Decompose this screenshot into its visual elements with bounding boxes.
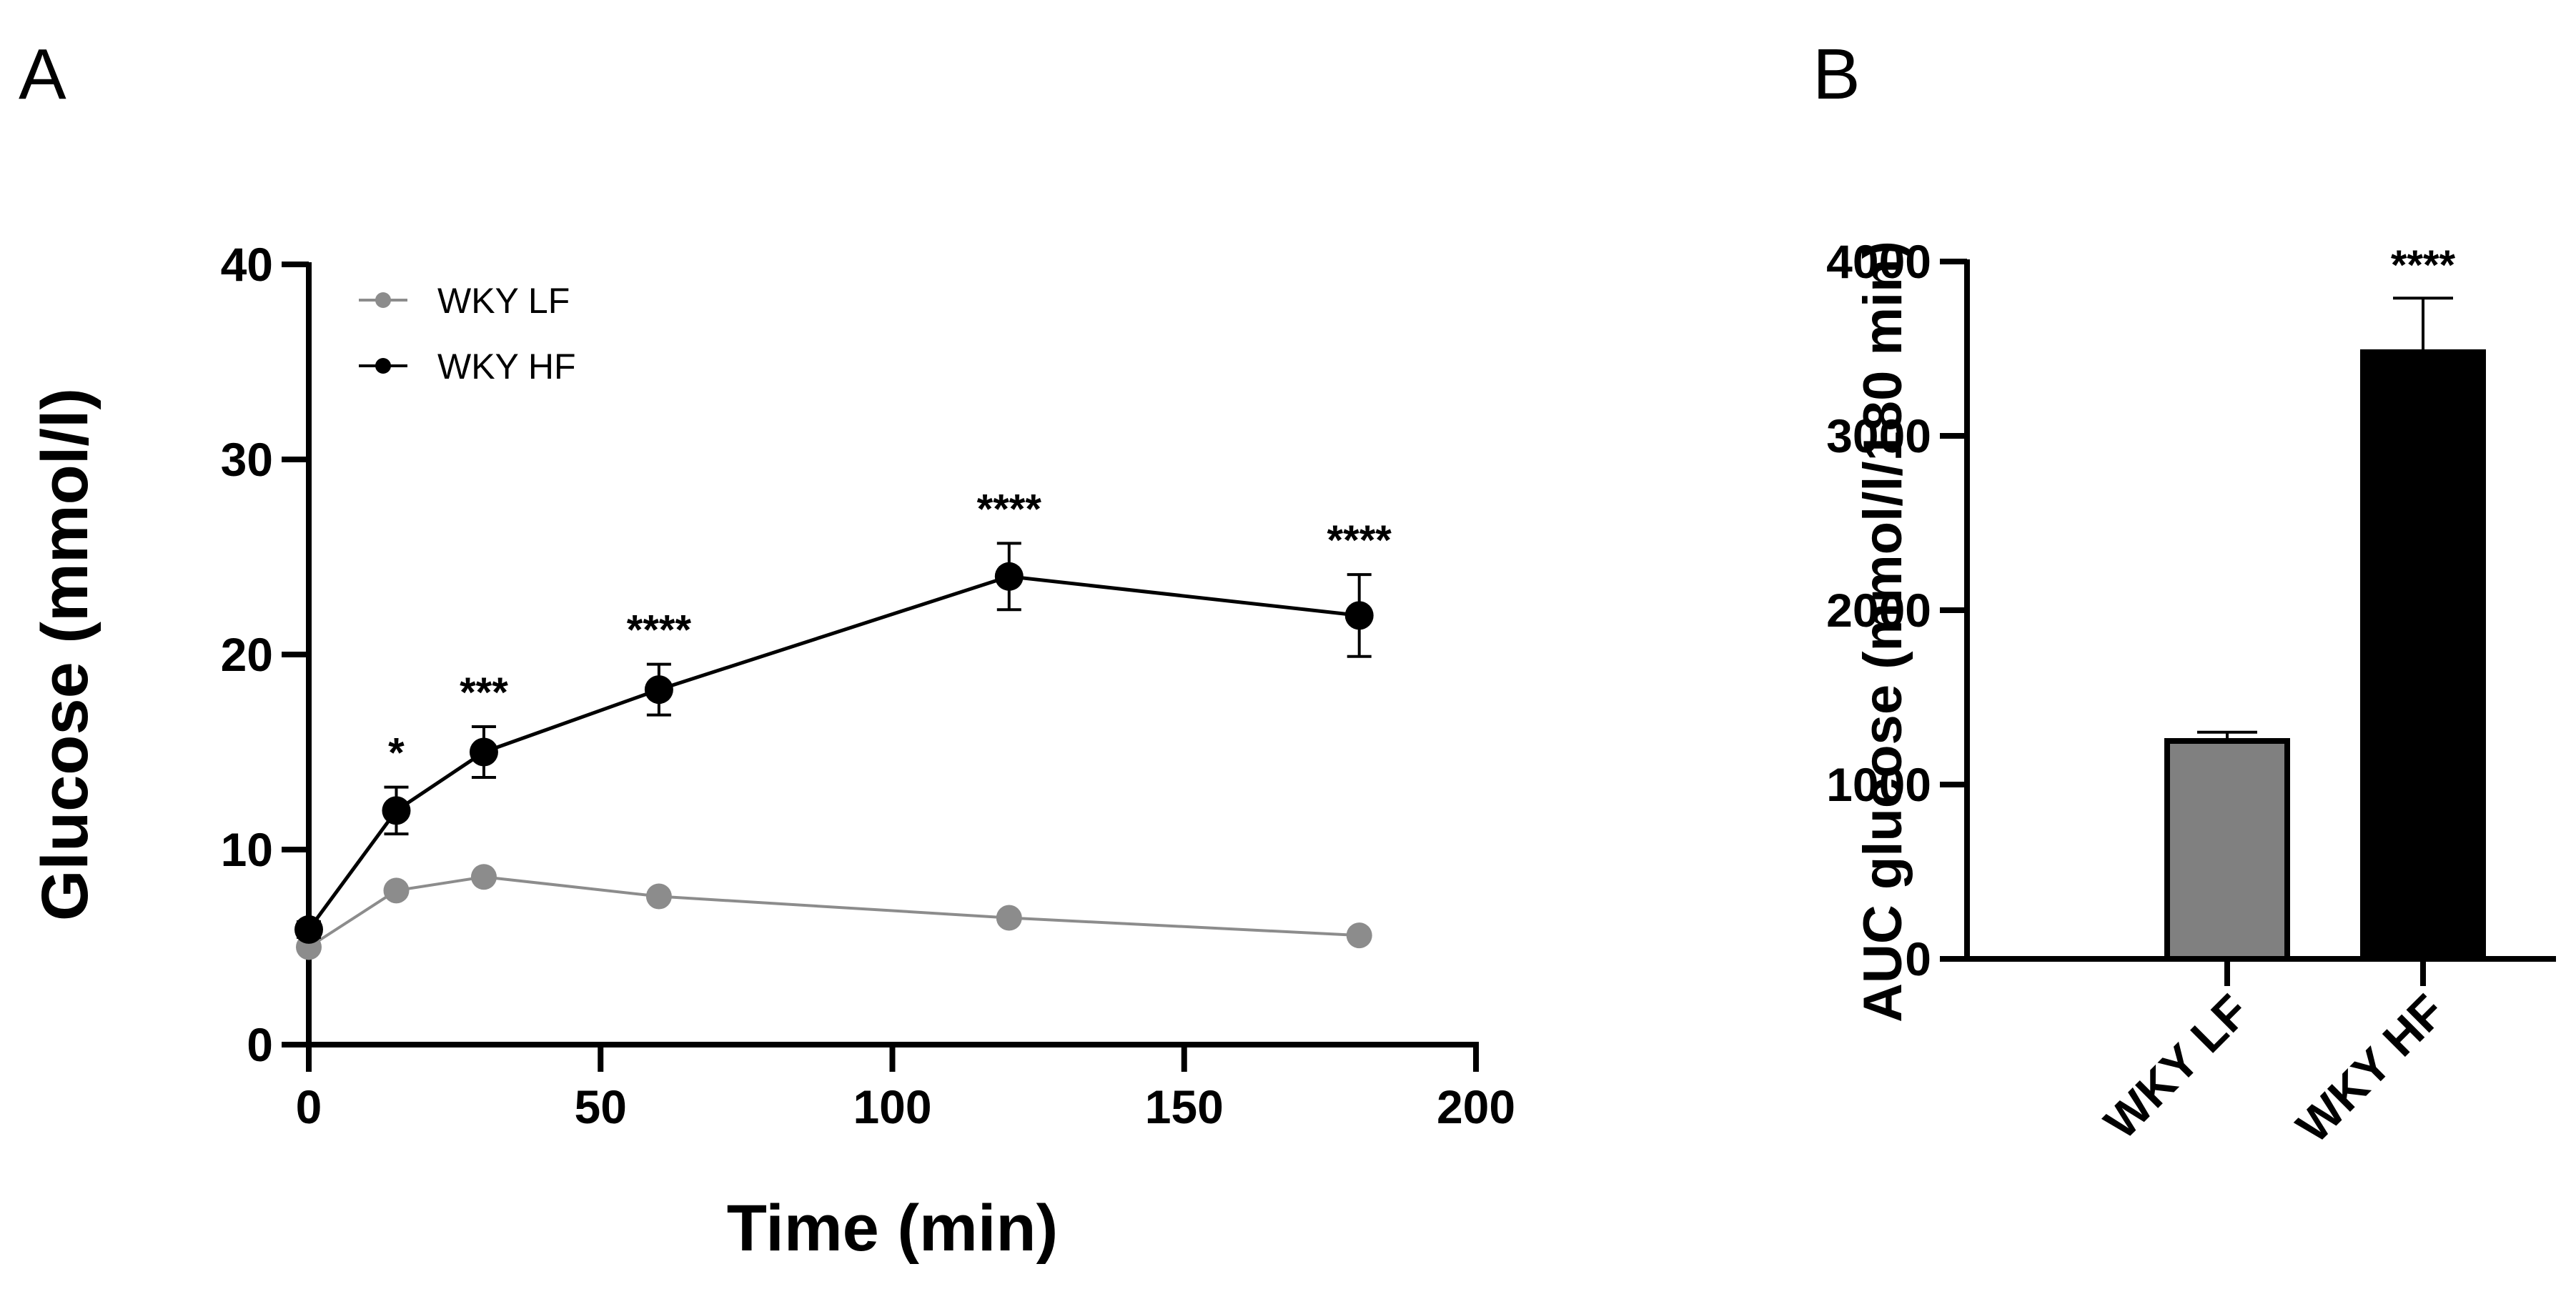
data-point-wky-hf [294,915,323,944]
bar-wky-lf [2164,738,2290,962]
y-tick-label: 0 [247,1018,273,1071]
bar-significance-label: **** [2391,242,2456,289]
bar-y-axis-title: AUC glucose (mmol/l/180 min) [1853,241,1913,1022]
data-point-wky-lf [645,883,672,910]
significance-label: **** [1327,517,1392,564]
x-tick-label: 200 [1437,1080,1515,1133]
significance-label: * [388,730,405,777]
bar-y-tick-label: 4000 [1826,235,1931,288]
x-tick-label: 50 [575,1080,627,1133]
data-point-wky-hf [994,562,1024,591]
line-chart-panel-a: 0 10 20 30 40 0 50 100 150 200 Time (min) Glucose… [29,238,1515,1265]
data-point-wky-hf [644,675,673,705]
line-chart-axes: 0 10 20 30 40 0 50 100 150 200 [221,238,1515,1133]
significance-label: **** [977,486,1042,532]
bar-chart-axes: 0 1000 2000 3000 4000 [1826,235,2556,985]
data-point-wky-hf [1344,601,1374,630]
y-tick-label: 40 [221,238,273,291]
data-point-wky-hf [382,796,411,825]
y-tick-label: 30 [221,433,273,486]
series-line-wky-lf [307,875,1359,949]
bar-chart-panel-b: 0 1000 2000 3000 4000 AUC glucose (mmol/l/18… [1826,235,2556,1153]
significance-label: **** [627,607,692,654]
data-point-wky-lf [383,877,410,904]
panel-label-b: B [1813,34,1861,114]
bar-y-tick-label: 0 [1905,932,1931,985]
y-tick-label: 20 [221,628,273,681]
x-axis-title: Time (min) [727,1192,1058,1265]
line-series-group: **************** [294,486,1392,960]
data-point-wky-lf [996,905,1022,931]
bar-category-label-wky-hf: WKY HF [2286,985,2454,1153]
y-tick-label: 10 [221,823,273,876]
legend-label-wky-lf: WKY LF [437,281,570,321]
x-tick-label: 150 [1145,1080,1224,1133]
legend: WKY LF WKY HF [359,281,576,387]
data-point-wky-lf [1346,922,1372,949]
significance-label: *** [460,670,508,716]
legend-marker-wky-lf [375,292,391,308]
y-axis-title: Glucose (mmol/l) [29,388,101,921]
bar-category-label-wky-lf: WKY LF [2094,985,2259,1149]
x-tick-label: 0 [296,1080,322,1133]
bar-y-tick-label: 1000 [1826,758,1931,811]
x-tick-label: 100 [853,1080,931,1133]
data-point-wky-hf [469,737,498,767]
bar-y-tick-label: 3000 [1826,409,1931,462]
bar-wky-hf [2360,349,2486,962]
legend-label-wky-hf: WKY HF [437,347,576,387]
series-line-wky-hf [307,574,1359,931]
data-point-wky-lf [470,864,497,890]
bar-y-tick-label: 2000 [1826,584,1931,637]
panel-label-a: A [19,34,66,114]
bar-group: WKY LF WKY HF **** [2094,242,2486,1153]
legend-marker-wky-hf [375,358,391,374]
